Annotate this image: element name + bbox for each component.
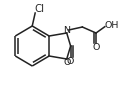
Text: O: O [92, 43, 100, 52]
Text: Cl: Cl [34, 4, 44, 14]
Text: O: O [63, 57, 70, 67]
Text: N: N [63, 26, 70, 35]
Text: O: O [67, 57, 74, 66]
Text: OH: OH [105, 21, 119, 30]
